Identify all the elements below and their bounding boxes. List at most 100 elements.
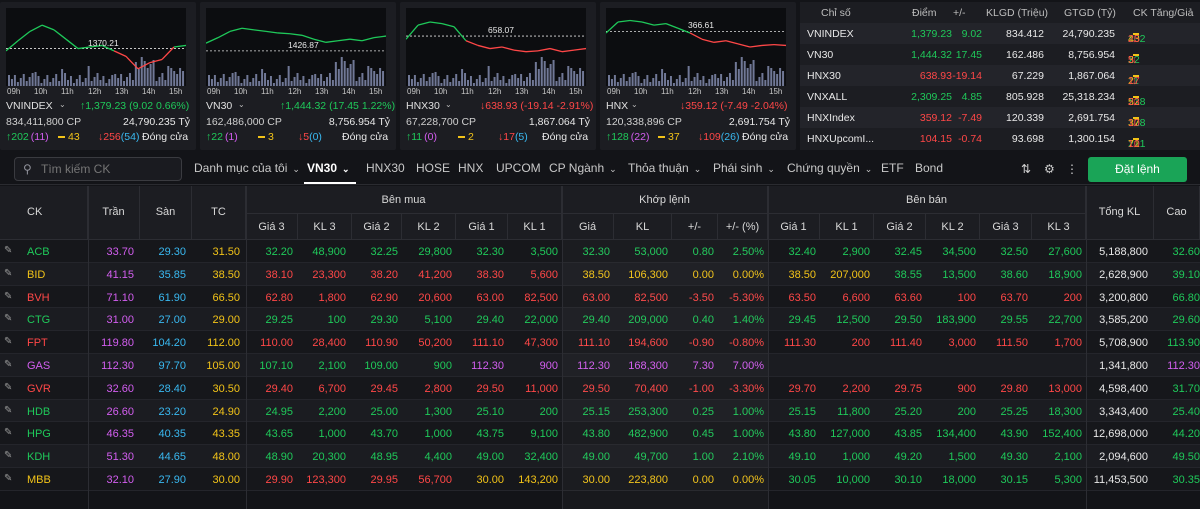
table-row[interactable]: ✎ HDB 26.60 23.20 24.90 24.95 2,200 25.00 1,300 2… bbox=[0, 399, 1200, 423]
column-header-g3-sell[interactable]: Giá 3 bbox=[980, 214, 1032, 240]
column-header-pct[interactable]: +/- (%) bbox=[718, 214, 768, 240]
tab-vn30[interactable]: VN30 ⌄ bbox=[307, 161, 350, 175]
volume-bar bbox=[758, 77, 761, 86]
floor-count: (5) bbox=[514, 131, 528, 143]
stock-symbol[interactable]: MBB bbox=[27, 474, 51, 486]
tab-ch-ng-quy-n[interactable]: Chứng quyền ⌄ bbox=[787, 161, 872, 175]
column-header-floor[interactable]: Sàn bbox=[140, 186, 192, 240]
hour-tick: 14h bbox=[542, 87, 556, 96]
tab-danh-m-c-c-a-t-i[interactable]: Danh mục của tôi ⌄ bbox=[194, 161, 300, 175]
table-row[interactable]: ✎ BVH 71.10 61.90 66.50 62.80 1,800 62.90 20,600… bbox=[0, 285, 1200, 309]
pin-icon[interactable]: ✎ bbox=[4, 473, 13, 484]
column-header-kl1[interactable]: KL 1 bbox=[508, 214, 562, 240]
tab-th-a-thu-n[interactable]: Thỏa thuận ⌄ bbox=[628, 161, 701, 175]
summary-row[interactable]: HNXIndex 359.12 -7.49 120.339 2,691.754 ↑ 128 3… bbox=[800, 107, 1200, 129]
gear-icon[interactable]: ⚙ bbox=[1044, 162, 1055, 176]
summary-row[interactable]: VN30 1,444.32 17.45 162.486 8,756.954 ↑ 22 3 ↓ 5 bbox=[800, 44, 1200, 66]
column-header-g3[interactable]: Giá 3 bbox=[246, 214, 298, 240]
column-header-kl2[interactable]: KL 2 bbox=[402, 214, 456, 240]
column-header-chg[interactable]: +/- bbox=[672, 214, 718, 240]
column-header-total[interactable]: Tổng KL bbox=[1086, 186, 1154, 240]
stock-symbol[interactable]: FPT bbox=[27, 337, 48, 350]
column-header-kl1-sell[interactable]: KL 1 bbox=[820, 214, 874, 240]
column-header-kl3-sell[interactable]: KL 3 bbox=[1032, 214, 1086, 240]
column-header-g2[interactable]: Giá 2 bbox=[352, 214, 402, 240]
pin-icon[interactable]: ✎ bbox=[4, 359, 13, 370]
tab-hnx30[interactable]: HNX30 bbox=[366, 161, 405, 175]
column-header-ceil[interactable]: Trần bbox=[88, 186, 140, 240]
pin-icon[interactable]: ✎ bbox=[4, 267, 13, 279]
index-panel-vnindex[interactable]: 1370.21 09h 10h 11h 12h 13h 14h 15h VNINDEX ⌄ ↑1,3… bbox=[0, 2, 196, 150]
pin-icon[interactable]: ✎ bbox=[4, 381, 13, 393]
index-panel-hnx[interactable]: 366.61 09h 10h 11h 12h 13h 14h 15h HNX ⌄ ↓359.12 (-… bbox=[600, 2, 796, 150]
summary-row[interactable]: HNX30 638.93 -19.14 67.229 1,867.064 ↑ 11 2 ↓ 17 bbox=[800, 65, 1200, 87]
reference-price: 112.00 bbox=[207, 337, 240, 350]
stock-search-box[interactable]: ⚲ bbox=[14, 157, 182, 181]
stock-symbol[interactable]: HPG bbox=[27, 428, 51, 441]
ceiling-count: (22) bbox=[630, 131, 650, 143]
bid-volume-1: 32,400 bbox=[524, 451, 558, 464]
stock-symbol[interactable]: CTG bbox=[27, 314, 51, 327]
tab-upcom[interactable]: UPCOM bbox=[496, 161, 541, 175]
stock-search-input[interactable] bbox=[41, 161, 179, 177]
column-header-mv[interactable]: KL bbox=[614, 214, 672, 240]
chevron-down-icon[interactable]: ⌄ bbox=[238, 100, 245, 109]
chevron-down-icon[interactable]: ⌄ bbox=[445, 100, 452, 109]
stock-symbol[interactable]: KDH bbox=[27, 451, 51, 464]
pin-icon[interactable]: ✎ bbox=[4, 404, 13, 416]
tab-hose[interactable]: HOSE bbox=[416, 161, 450, 175]
bid-price-2: 43.70 bbox=[370, 428, 398, 441]
column-header-ref[interactable]: TC bbox=[192, 186, 246, 240]
stock-symbol[interactable]: BID bbox=[27, 268, 46, 281]
column-header-kl2-sell[interactable]: KL 2 bbox=[926, 214, 980, 240]
stock-symbol[interactable]: HDB bbox=[27, 405, 51, 418]
tab-bond[interactable]: Bond bbox=[915, 161, 943, 175]
chart-hour-axis: 09h 10h 11h 12h 13h 14h 15h bbox=[6, 86, 186, 98]
pin-icon[interactable]: ✎ bbox=[4, 290, 13, 302]
column-header-high[interactable]: Cao bbox=[1154, 186, 1200, 240]
tab-etf[interactable]: ETF bbox=[881, 161, 904, 175]
column-header-g1-sell[interactable]: Giá 1 bbox=[768, 214, 820, 240]
chevron-down-icon[interactable]: ⌄ bbox=[631, 100, 638, 109]
stock-symbol[interactable]: GAS bbox=[27, 360, 51, 372]
tab-ph-i-sinh[interactable]: Phái sinh ⌄ bbox=[713, 161, 775, 175]
summary-row[interactable]: VNXALL 2,309.25 4.85 805.928 25,318.234 ↑ 218 5… bbox=[800, 86, 1200, 108]
chevron-down-icon[interactable]: ⌄ bbox=[59, 100, 66, 109]
column-header-ck[interactable]: CK bbox=[0, 186, 88, 240]
table-row[interactable]: ✎ GAS 112.30 97.70 105.00 107.10 2,100 109.00 90… bbox=[0, 354, 1200, 377]
index-panel-vn30[interactable]: 1426.87 09h 10h 11h 12h 13h 14h 15h VN30 ⌄ ↑1,444.… bbox=[200, 2, 396, 150]
table-row[interactable]: ✎ KDH 51.30 44.65 48.00 48.90 20,300 48.95 4,400… bbox=[0, 445, 1200, 468]
stock-symbol[interactable]: ACB bbox=[27, 246, 50, 258]
price-line-segment bbox=[561, 49, 575, 53]
summary-row[interactable]: HNXUpcomI... 104.15 -0.74 93.698 1,300.154 ↑ 2… bbox=[800, 128, 1200, 150]
index-panel-hnx30[interactable]: 658.07 09h 10h 11h 12h 13h 14h 15h HNX30 ⌄ ↓638.93… bbox=[400, 2, 596, 150]
column-header-kl3[interactable]: KL 3 bbox=[298, 214, 352, 240]
table-row[interactable]: ✎ BID 41.15 35.85 38.50 38.10 23,300 38.20 41,20… bbox=[0, 262, 1200, 286]
pin-icon[interactable]: ✎ bbox=[4, 245, 13, 256]
summary-row[interactable]: VNINDEX 1,379.23 9.02 834.412 24,790.235 ↑ 202… bbox=[800, 23, 1200, 45]
ask-price-1: 63.50 bbox=[788, 291, 816, 304]
stock-symbol[interactable]: GVR bbox=[27, 382, 51, 395]
place-order-button[interactable]: Đặt lệnh bbox=[1088, 157, 1187, 182]
tab-hnx[interactable]: HNX bbox=[458, 161, 483, 175]
sort-arrows-icon[interactable]: ⇅ bbox=[1021, 162, 1032, 176]
table-row[interactable]: ✎ MBB 32.10 27.90 30.00 29.90 123,300 29.95 56,7… bbox=[0, 468, 1200, 491]
column-header-mp[interactable]: Giá bbox=[562, 214, 614, 240]
down-arrow-icon: ↓ bbox=[1132, 117, 1138, 129]
tab-cp-ng-nh[interactable]: CP Ngành ⌄ bbox=[549, 161, 617, 175]
table-row[interactable]: ✎ GVR 32.60 28.40 30.50 29.40 6,700 29.45 2,800 2… bbox=[0, 376, 1200, 400]
table-row[interactable]: ✎ ACB 33.70 29.30 31.50 32.20 48,900 32.25 29,80… bbox=[0, 240, 1200, 263]
pin-icon[interactable]: ✎ bbox=[4, 427, 13, 439]
pin-icon[interactable]: ✎ bbox=[4, 336, 13, 348]
pin-icon[interactable]: ✎ bbox=[4, 450, 13, 462]
table-row[interactable]: ✎ HPG 46.35 40.35 43.35 43.65 1,000 43.70 1,000 4… bbox=[0, 422, 1200, 446]
table-row[interactable]: ✎ FPT 119.80 104.20 112.00 110.00 28,400 110.90… bbox=[0, 331, 1200, 354]
column-header-g2-sell[interactable]: Giá 2 bbox=[874, 214, 926, 240]
stock-symbol[interactable]: BVH bbox=[27, 291, 50, 304]
column-header-g1[interactable]: Giá 1 bbox=[456, 214, 508, 240]
column-separator bbox=[1086, 186, 1087, 509]
price-board: CK Trần Sàn TC Giá 3 KL 3 Giá 2 KL 2 Giá 1 KL 1 Gi… bbox=[0, 186, 1200, 509]
more-options-icon[interactable]: ⋮ bbox=[1066, 162, 1078, 176]
pin-icon[interactable]: ✎ bbox=[4, 313, 13, 325]
table-row[interactable]: ✎ CTG 31.00 27.00 29.00 29.25 100 29.30 5,100 29.… bbox=[0, 308, 1200, 332]
